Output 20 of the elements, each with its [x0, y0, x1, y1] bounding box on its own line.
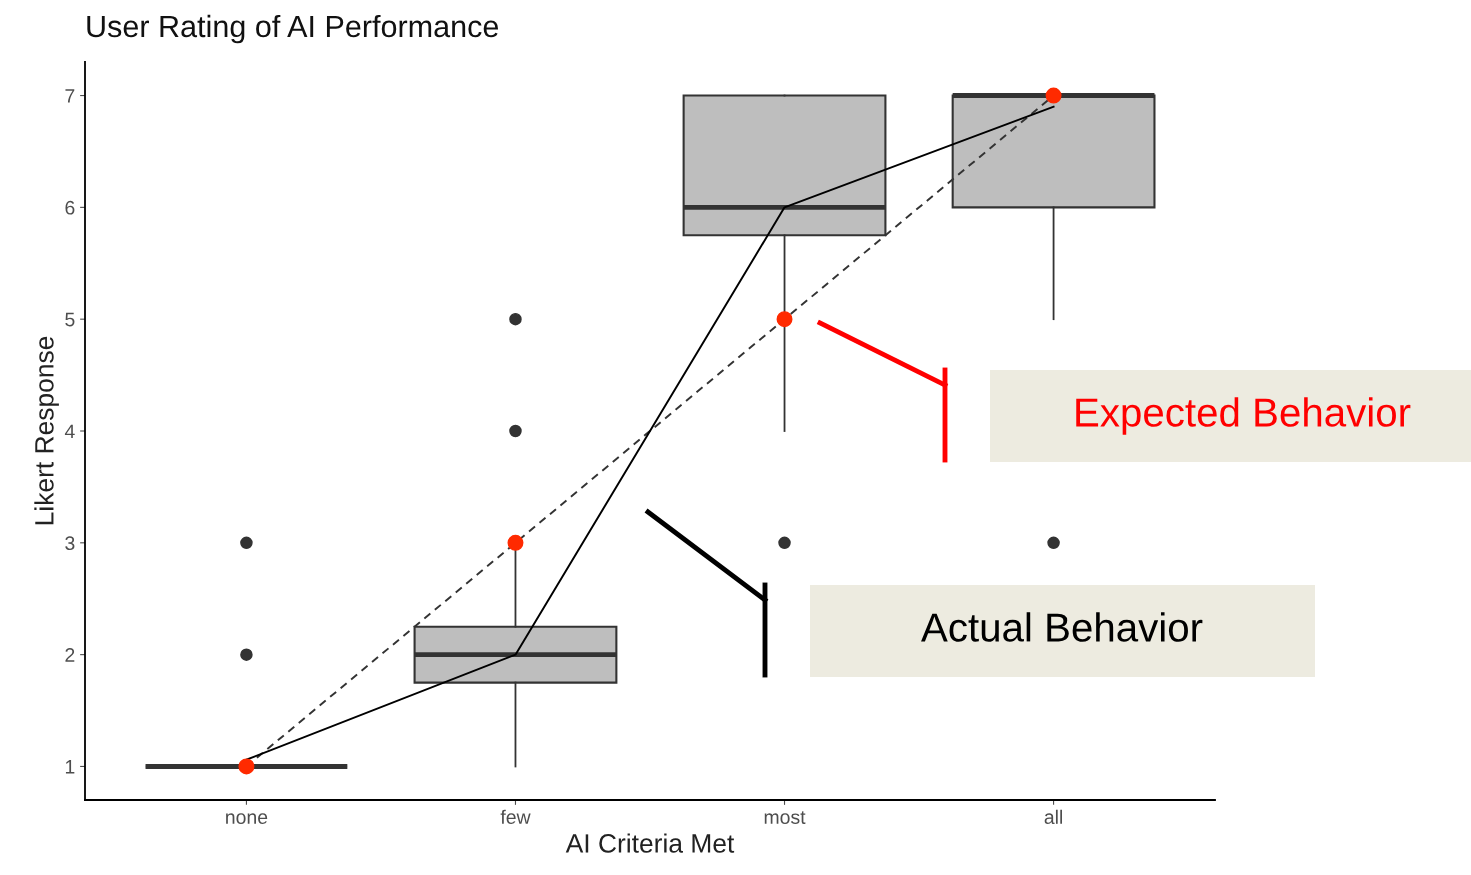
x-axis-title: AI Criteria Met: [565, 833, 735, 853]
x-tick-label: none: [226, 813, 268, 824]
y-tick-label: 2: [65, 648, 75, 662]
point: [776, 311, 793, 328]
y-tick-label: 1: [65, 760, 75, 774]
point: [507, 534, 524, 551]
y-tick-label: 3: [65, 536, 75, 551]
y-tick-label: 6: [65, 200, 75, 215]
point: [238, 758, 255, 775]
annotation: Actual Behavior: [921, 612, 1203, 642]
y-tick-label: 4: [64, 424, 75, 439]
x-tick-label: few: [500, 809, 531, 824]
x-tick-label: all: [1044, 809, 1062, 824]
y-tick-label: 5: [65, 312, 75, 327]
x-tick-label: most: [764, 811, 806, 824]
y-axis-title: Likert Response: [34, 336, 59, 525]
point: [1045, 87, 1062, 104]
chart-title: User Rating of AI Performance: [87, 14, 499, 44]
y-tick-label: 7: [65, 89, 75, 103]
annotation: Expected Behavior: [1076, 397, 1411, 435]
